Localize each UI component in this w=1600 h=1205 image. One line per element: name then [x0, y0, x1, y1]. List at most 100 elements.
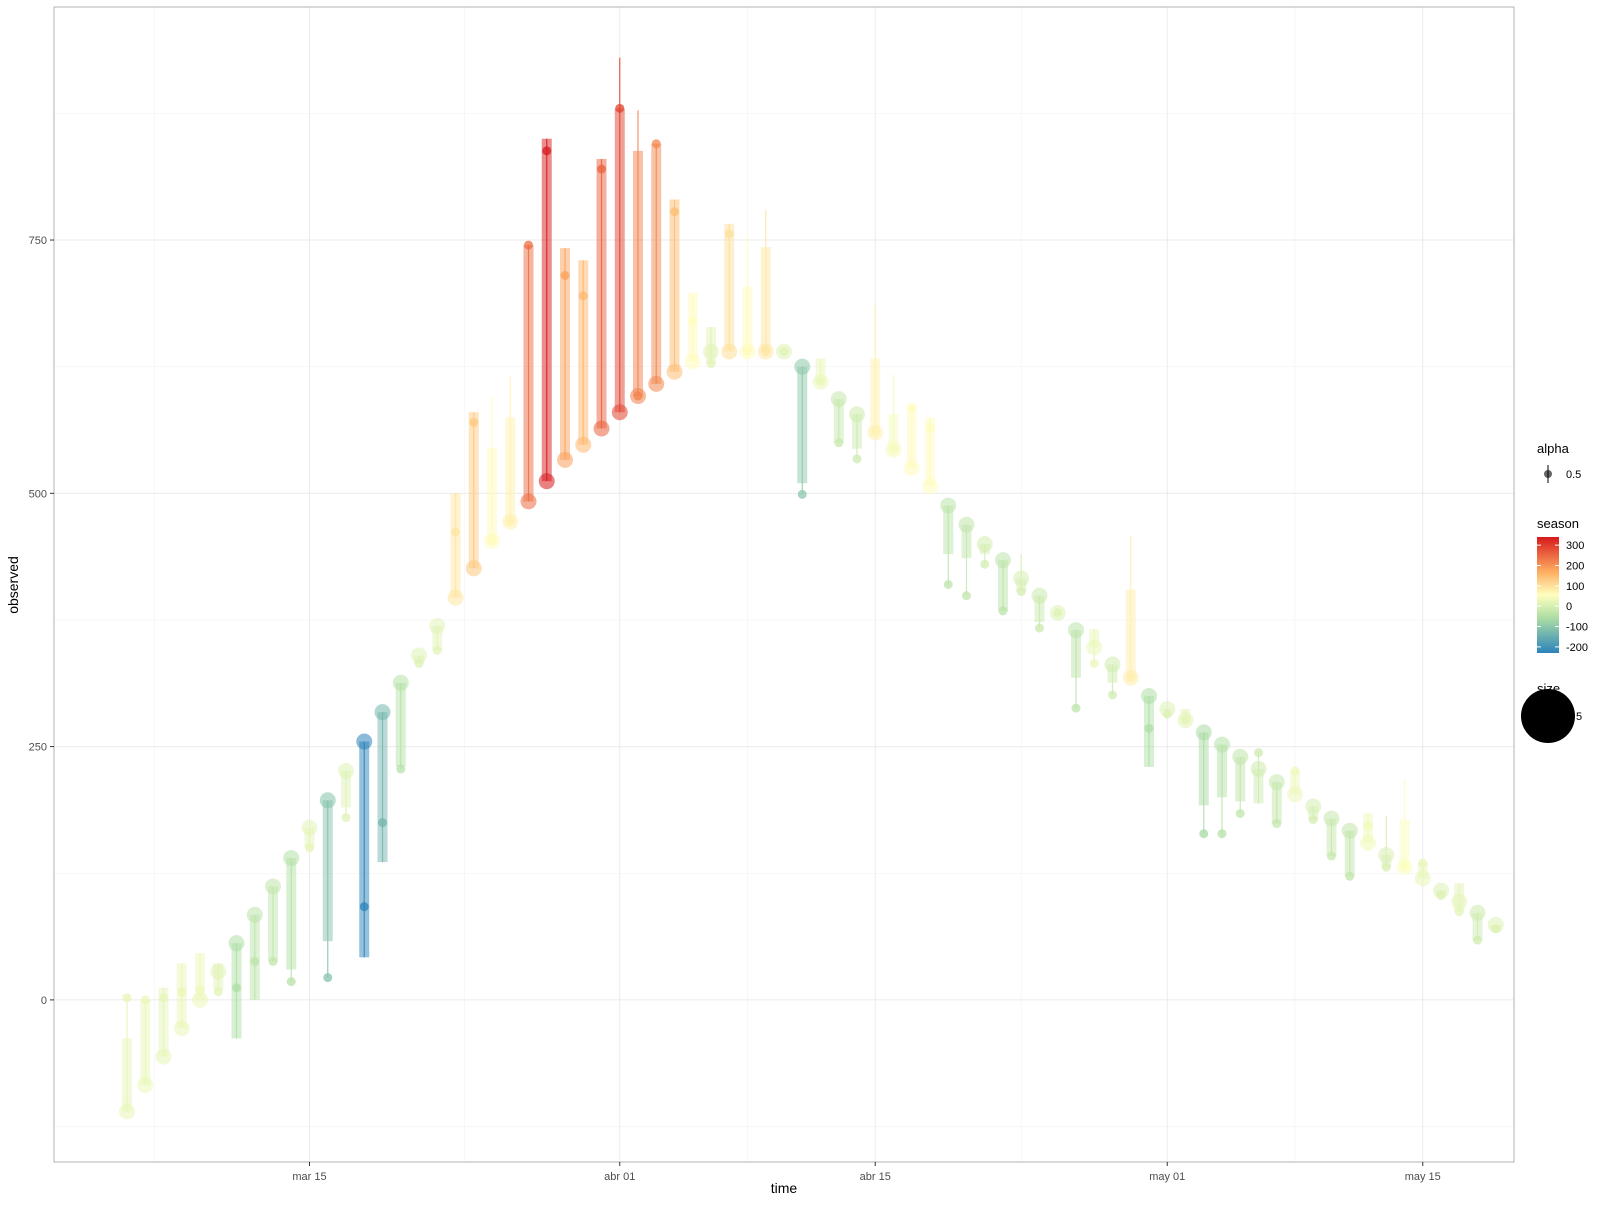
day-mark-group	[830, 391, 847, 448]
trend-point	[998, 606, 1008, 616]
observed-point	[1414, 870, 1431, 887]
day-mark-group	[1013, 554, 1030, 597]
season-bar	[943, 505, 954, 555]
trend-point	[159, 993, 168, 1003]
season-bar	[578, 260, 589, 445]
observed-point	[374, 704, 391, 721]
trend-point	[615, 103, 625, 113]
day-mark-group	[319, 792, 336, 983]
season-bar	[468, 412, 479, 569]
observed-point	[1396, 859, 1413, 876]
trend-point	[1345, 871, 1355, 881]
x-tick-label: mar 15	[292, 1171, 326, 1183]
legend-size-label: 5	[1576, 711, 1582, 723]
observed-point	[593, 420, 610, 437]
day-mark-group	[1287, 766, 1303, 803]
season-bar	[1271, 782, 1282, 824]
day-mark-group	[502, 376, 519, 530]
observed-point	[301, 819, 318, 836]
trend-point	[432, 645, 442, 655]
season-bar	[1472, 912, 1483, 941]
observed-point	[210, 963, 227, 980]
season-bar	[1344, 830, 1355, 877]
day-mark-group	[465, 412, 482, 577]
trend-point	[1290, 766, 1300, 776]
observed-point	[703, 343, 719, 360]
trend-point	[268, 956, 278, 966]
observed-point	[538, 473, 555, 490]
day-mark-group	[1214, 736, 1230, 839]
trend-point	[597, 164, 606, 174]
season-bar	[322, 800, 333, 942]
observed-point	[246, 906, 263, 923]
day-mark-group	[648, 139, 665, 392]
observed-point	[648, 375, 665, 392]
y-tick-label: 500	[29, 488, 47, 500]
season-bar	[195, 953, 205, 1000]
legend-alpha-label: 0.5	[1566, 469, 1581, 481]
day-mark-group	[411, 647, 427, 669]
trend-point	[925, 422, 935, 432]
season-bar	[122, 1038, 132, 1112]
day-mark-group	[630, 110, 646, 405]
legend-season-label: 200	[1566, 560, 1584, 572]
season-bar	[833, 399, 844, 443]
season-bar	[760, 247, 771, 352]
trend-point	[1363, 821, 1373, 831]
axes: time observed mar 15 abr 01 abr 15 may 01 ma…	[5, 6, 1515, 1196]
day-mark-group	[1141, 687, 1157, 767]
legend-season-label: 0	[1566, 601, 1572, 613]
legend-season: season 300 200 100 0 -100 -200	[1537, 516, 1588, 654]
observed-point	[319, 792, 336, 809]
season-bar	[614, 108, 625, 413]
observed-point	[1159, 701, 1176, 718]
trend-point	[724, 229, 734, 239]
observed-point	[1031, 587, 1048, 604]
season-bar	[906, 407, 917, 468]
season-bar	[560, 248, 570, 460]
trend-point	[122, 993, 132, 1003]
day-mark-group	[575, 260, 592, 453]
legend-season-label: -100	[1566, 622, 1588, 634]
day-mark-group	[557, 248, 573, 468]
observed-point	[356, 733, 373, 750]
observed-point	[885, 441, 902, 458]
day-mark-group	[922, 417, 938, 495]
observed-point	[812, 373, 829, 390]
observed-point	[119, 1103, 135, 1120]
observed-point	[1378, 847, 1395, 864]
trend-point	[1454, 907, 1464, 917]
observed-point	[265, 878, 281, 895]
trend-point	[286, 977, 296, 987]
trend-point	[542, 146, 552, 156]
trend-point	[1327, 851, 1336, 861]
trend-point	[1199, 829, 1209, 839]
trend-point	[359, 902, 369, 912]
day-mark-group	[1232, 748, 1249, 818]
trend-point	[834, 438, 844, 448]
observed-point	[1049, 604, 1066, 621]
season-bar	[724, 223, 735, 352]
legend-season-label: 300	[1566, 540, 1584, 552]
observed-point	[465, 560, 482, 577]
day-mark-group	[703, 327, 719, 369]
day-mark-group	[940, 497, 957, 589]
trend-point	[980, 559, 990, 569]
observed-point	[1141, 687, 1157, 704]
day-mark-group	[1031, 587, 1048, 633]
observed-point	[867, 424, 884, 441]
season-bar	[1071, 630, 1081, 678]
observed-point	[1323, 810, 1340, 827]
observed-point	[630, 388, 646, 405]
observed-point	[557, 451, 573, 468]
day-mark-group	[192, 953, 208, 1008]
day-mark-group	[976, 535, 993, 569]
day-mark-group	[1414, 858, 1431, 887]
observed-point	[940, 497, 957, 514]
season-bar	[1198, 732, 1209, 806]
observed-point	[173, 1020, 190, 1037]
observed-point	[155, 1048, 172, 1065]
trend-point	[907, 402, 917, 412]
season-bar	[870, 358, 881, 433]
